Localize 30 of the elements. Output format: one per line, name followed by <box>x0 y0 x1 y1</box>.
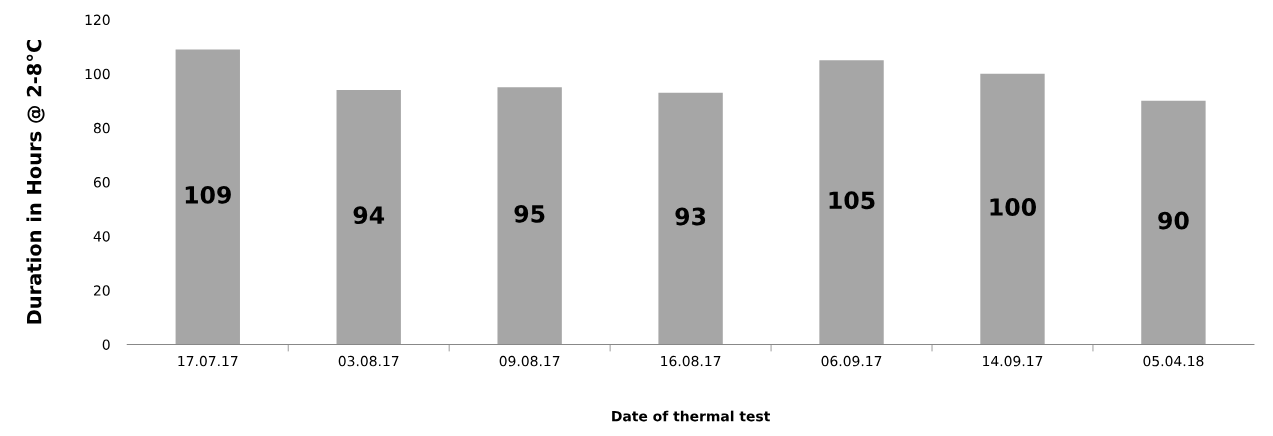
y-tick-label: 0 <box>102 339 110 350</box>
data-label: 90 <box>1158 211 1189 230</box>
y-tick-label: 80 <box>93 122 110 134</box>
bar <box>658 92 723 345</box>
x-tick-label: 06.09.17 <box>821 355 882 367</box>
data-label: 105 <box>829 191 875 210</box>
data-label: 94 <box>353 206 385 225</box>
x-tick-label: 17.07.17 <box>178 355 238 367</box>
bar <box>497 87 562 345</box>
y-tick-label: 60 <box>93 177 110 188</box>
bar <box>175 49 240 345</box>
y-tick-label: 100 <box>85 68 110 80</box>
y-tick-label: 20 <box>93 285 110 296</box>
bar <box>819 60 884 345</box>
x-tick-label: 05.04.18 <box>1143 355 1204 367</box>
bar <box>980 73 1045 345</box>
data-label: 109 <box>185 185 231 204</box>
bar <box>336 90 401 345</box>
data-label: 100 <box>990 198 1036 216</box>
x-tick-label: 03.08.17 <box>338 355 399 367</box>
x-tick-label: 09.08.17 <box>499 355 560 367</box>
x-axis-title: Date of thermal test <box>612 410 770 422</box>
x-tick-label: 14.09.17 <box>983 355 1043 367</box>
data-label: 95 <box>514 204 545 223</box>
y-tick-label: 120 <box>85 14 110 26</box>
data-label: 93 <box>675 207 706 226</box>
y-axis-title: Duration in Hours @ 2-8°C <box>26 39 45 324</box>
bar <box>1141 100 1206 345</box>
y-tick-label: 40 <box>93 231 110 242</box>
x-tick-label: 16.08.17 <box>661 355 721 367</box>
